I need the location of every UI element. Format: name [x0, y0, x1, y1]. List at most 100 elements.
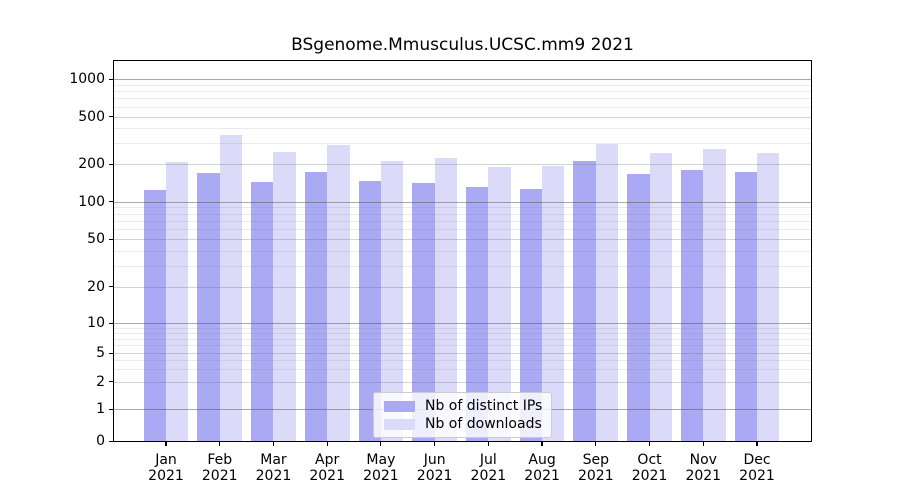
y-tick-label-2: 2 [96, 373, 105, 390]
legend: Nb of distinct IPs Nb of downloads [373, 392, 553, 438]
x-tick-label-apr: Apr 2021 [295, 452, 359, 484]
gridline-2 [114, 381, 811, 383]
gridline-minor-400 [114, 128, 811, 130]
bar-distinct-ips-sep [573, 161, 596, 441]
x-tick-label-month: Apr [315, 452, 340, 468]
bar-downloads-mar [273, 151, 296, 441]
gridline-major-10 [114, 323, 811, 325]
bar-distinct-ips-feb [197, 173, 220, 441]
y-tick-mark-5 [109, 352, 113, 354]
bar-distinct-ips-may [358, 181, 381, 441]
bar-downloads-oct [649, 153, 672, 441]
y-tick-label-500: 500 [78, 108, 105, 125]
y-tick-mark-500 [109, 116, 113, 118]
x-tick-label-year: 2021 [685, 468, 722, 484]
gridline-minor-600 [114, 106, 811, 108]
x-tick-mark-oct [648, 442, 651, 446]
x-tick-label-month: Aug [528, 452, 556, 468]
x-tick-label-month: Oct [637, 452, 662, 468]
legend-item-downloads: Nb of downloads [384, 416, 542, 432]
y-tick-mark-1 [109, 408, 113, 410]
legend-swatch-distinct-ips [384, 400, 415, 412]
gridline-minor-6 [114, 345, 811, 347]
x-tick-mark-dec [756, 442, 758, 446]
bar-downloads-jul [488, 167, 511, 441]
x-tick-mark-feb [219, 442, 221, 446]
gridline-major-100 [114, 201, 811, 203]
x-tick-label-year: 2021 [631, 468, 668, 484]
x-tick-label-month: Jun [423, 452, 446, 468]
gridline-minor-4 [114, 360, 811, 362]
x-tick-label-may: May 2021 [349, 452, 413, 484]
y-tick-label-200: 200 [78, 156, 105, 173]
x-tick-label-month: Mar [260, 452, 287, 468]
bar-distinct-ips-jan [143, 189, 166, 441]
bar-downloads-dec [756, 152, 780, 441]
x-tick-mark-jan [165, 442, 167, 446]
bar-distinct-ips-nov [680, 169, 704, 441]
x-tick-label-month: Nov [689, 452, 717, 468]
bar-downloads-apr [327, 144, 350, 441]
bar-downloads-nov [703, 148, 726, 441]
bar-downloads-may [380, 160, 404, 441]
x-tick-label-month: Feb [207, 452, 233, 468]
x-tick-mark-jun [434, 442, 436, 446]
gridline-minor-8 [114, 332, 811, 334]
legend-item-distinct-ips: Nb of distinct IPs [384, 398, 542, 414]
x-tick-label-year: 2021 [739, 468, 775, 484]
bar-distinct-ips-apr [304, 171, 328, 441]
gridline-5 [114, 353, 811, 355]
gridline-minor-90 [114, 207, 811, 209]
gridline-minor-300 [114, 143, 811, 145]
y-tick-mark-1000 [109, 78, 113, 80]
x-tick-label-year: 2021 [524, 468, 560, 484]
y-tick-mark-0 [109, 440, 113, 442]
x-tick-label-dec: Dec 2021 [725, 452, 789, 484]
bar-distinct-ips-jul [465, 187, 489, 441]
y-tick-mark-2 [109, 381, 113, 383]
bar-distinct-ips-oct [627, 174, 650, 441]
x-tick-mark-aug [541, 442, 543, 446]
legend-label-distinct-ips: Nb of distinct IPs [425, 398, 543, 414]
gridline-minor-800 [114, 91, 811, 93]
gridline-20 [114, 286, 811, 288]
bar-downloads-jun [434, 158, 458, 441]
bar-downloads-sep [595, 144, 619, 441]
grid-layer [114, 61, 811, 441]
x-tick-label-year: 2021 [309, 468, 345, 484]
gridline-minor-80 [114, 213, 811, 215]
x-tick-label-mar: Mar 2021 [241, 452, 305, 484]
bars-layer [114, 61, 811, 441]
x-tick-mark-apr [326, 442, 328, 446]
x-tick-label-year: 2021 [363, 468, 399, 484]
x-tick-label-oct: Oct 2021 [618, 452, 682, 484]
gridline-50 [114, 239, 811, 241]
x-tick-label-jul: Jul 2021 [456, 452, 520, 484]
y-tick-label-50: 50 [87, 231, 105, 248]
x-tick-label-feb: Feb 2021 [188, 452, 252, 484]
x-tick-label-nov: Nov 2021 [671, 452, 735, 484]
x-tick-label-year: 2021 [255, 468, 292, 484]
legend-swatch-downloads [384, 418, 415, 430]
x-tick-label-month: May [366, 452, 396, 468]
x-tick-label-jan: Jan 2021 [134, 452, 198, 484]
gridline-minor-9 [114, 327, 811, 329]
x-tick-label-jun: Jun 2021 [403, 452, 467, 484]
gridline-minor-70 [114, 221, 811, 223]
y-tick-label-5: 5 [96, 345, 105, 362]
y-tick-label-10: 10 [87, 315, 105, 332]
x-tick-label-year: 2021 [416, 468, 453, 484]
y-tick-label-1: 1 [96, 401, 105, 418]
y-tick-label-100: 100 [78, 193, 105, 210]
x-tick-label-year: 2021 [577, 468, 614, 484]
legend-label-downloads: Nb of downloads [425, 416, 542, 432]
y-tick-mark-200 [109, 163, 113, 165]
gridline-minor-30 [114, 265, 811, 267]
x-tick-label-year: 2021 [201, 468, 238, 484]
y-tick-mark-20 [109, 286, 113, 288]
x-tick-mark-nov [702, 442, 704, 446]
y-tick-mark-100 [109, 201, 113, 203]
gridline-minor-3 [114, 369, 811, 371]
bar-distinct-ips-dec [734, 172, 757, 441]
